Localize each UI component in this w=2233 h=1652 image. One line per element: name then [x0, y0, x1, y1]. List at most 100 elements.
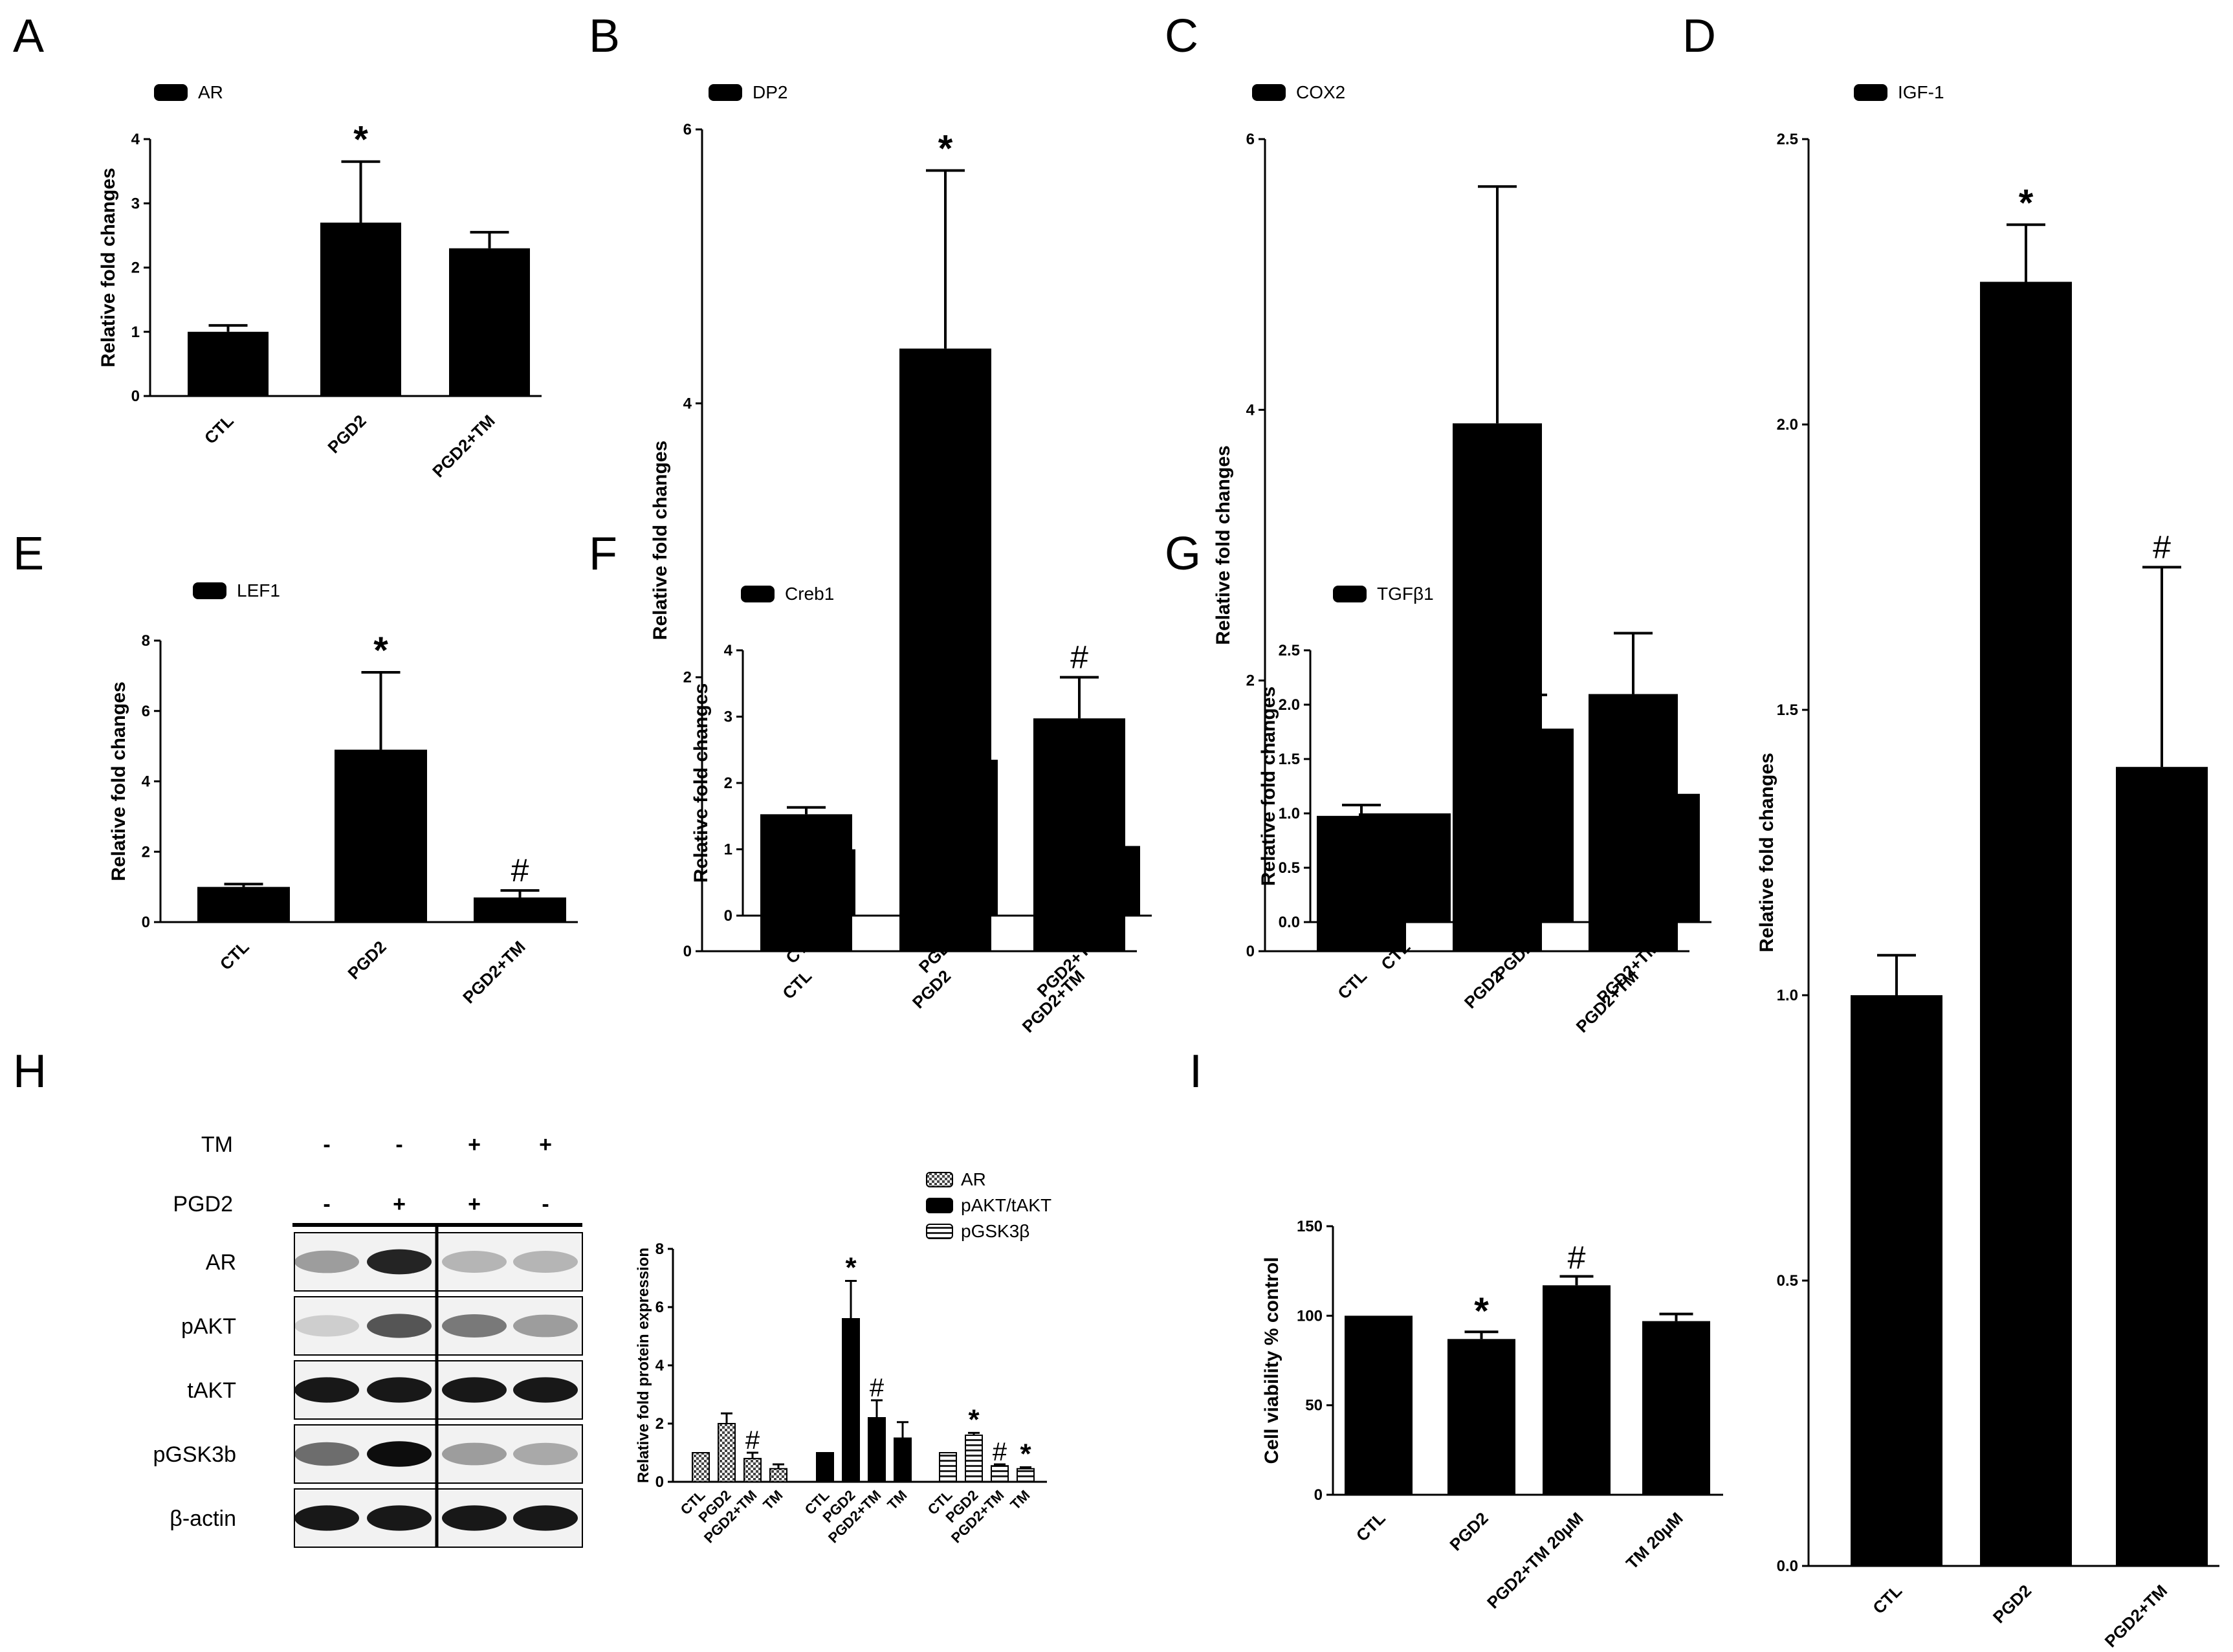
y-tick-label: 0 — [1314, 1486, 1323, 1504]
panel-label: D — [1682, 10, 1716, 62]
y-tick-label: 1.0 — [1777, 987, 1798, 1004]
blot-band — [367, 1441, 432, 1467]
category-label: CTL — [1352, 1508, 1389, 1545]
significance-mark: * — [1020, 1438, 1031, 1470]
panel-a: A AR 0 1 2 3 4 Relative fold changes CTL * PGD2 PGD… — [13, 10, 542, 481]
y-axis-title: Relative fold changes — [1213, 445, 1234, 644]
bar — [692, 1452, 710, 1482]
significance-mark: # — [870, 1374, 885, 1402]
panel-label: A — [13, 10, 44, 62]
legend-label: pGSK3β — [961, 1221, 1029, 1241]
y-axis-title: Relative fold protein expression — [635, 1248, 652, 1483]
bar — [474, 897, 566, 922]
blot-band — [442, 1442, 507, 1466]
y-tick-label: 6 — [1246, 131, 1255, 148]
blot-band — [367, 1314, 432, 1338]
blot-band — [513, 1314, 578, 1338]
y-tick-label: 4 — [142, 773, 151, 791]
blot-band — [442, 1251, 507, 1273]
y-tick-label: 3 — [131, 195, 140, 212]
y-tick-label: 8 — [142, 632, 150, 650]
significance-mark: # — [1568, 1239, 1586, 1275]
bar — [1345, 1316, 1413, 1495]
y-tick-label: 0 — [1246, 943, 1255, 960]
category-label: TM — [884, 1487, 910, 1513]
blot-band — [513, 1377, 578, 1403]
treatment-sign: - — [323, 1132, 330, 1157]
treatment-sign: - — [542, 1192, 549, 1217]
category-label: PGD2 — [1446, 1508, 1491, 1554]
bar — [449, 248, 530, 396]
bar — [868, 1417, 886, 1482]
treatment-sign: + — [539, 1132, 552, 1157]
y-tick-label: 0 — [724, 907, 732, 925]
y-axis-title: Relative fold changes — [690, 683, 712, 883]
y-tick-label: 1.0 — [1279, 805, 1300, 822]
bar — [1543, 1285, 1611, 1495]
band-label: pGSK3b — [153, 1442, 236, 1467]
legend-swatch — [741, 586, 775, 602]
y-axis-title: Relative fold changes — [98, 168, 119, 367]
bar — [197, 887, 290, 922]
significance-mark: * — [1521, 652, 1535, 694]
bar — [965, 1435, 983, 1482]
significance-mark: * — [938, 128, 953, 170]
category-label: PGD2 — [344, 937, 390, 983]
category-label: PGD2 — [1989, 1581, 2035, 1627]
legend-label: IGF-1 — [1898, 82, 1944, 102]
legend-swatch — [926, 1224, 953, 1239]
y-axis-title: Cell viability % control — [1261, 1257, 1282, 1464]
y-tick-label: 2 — [131, 259, 140, 277]
category-label: CTL — [201, 411, 237, 448]
legend-swatch — [926, 1198, 953, 1213]
y-tick-label: 4 — [655, 1357, 665, 1374]
bar — [1447, 1339, 1515, 1495]
bar — [1048, 846, 1140, 916]
bar — [894, 1437, 912, 1482]
category-label: CTL — [1869, 1581, 1906, 1618]
category-label: TM — [760, 1487, 786, 1513]
y-axis-title: Relative fold changes — [108, 681, 129, 881]
y-tick-label: 0 — [131, 388, 140, 405]
blot-band — [294, 1505, 359, 1531]
panel-label: C — [1165, 10, 1198, 62]
y-tick-label: 2.5 — [1279, 642, 1300, 659]
blot-band — [513, 1251, 578, 1273]
treatment-label: TM — [201, 1132, 233, 1157]
panel-h-blot: H TM - - + + PGD2 - + + - AR pAKT tAKT pGSK3b β-actin — [13, 1046, 583, 1548]
significance-mark: * — [2019, 182, 2034, 224]
legend-label: COX2 — [1296, 82, 1345, 102]
legend-label: pAKT/tAKT — [961, 1195, 1051, 1215]
category-label: PGD2+TM 20μM — [1483, 1508, 1587, 1613]
y-tick-label: 4 — [1246, 401, 1255, 419]
y-tick-label: 1 — [724, 841, 732, 859]
category-label: TM 20μM — [1622, 1508, 1687, 1573]
y-tick-label: 0.5 — [1279, 859, 1300, 877]
blot-band — [513, 1505, 578, 1531]
significance-mark: * — [353, 119, 368, 161]
panel-i: I 0 50 100 150 Cell viability % control CTL * PG… — [1189, 1046, 1723, 1613]
treatment-sign: + — [393, 1192, 406, 1217]
y-tick-label: 4 — [131, 131, 140, 148]
legend-swatch — [154, 84, 188, 101]
bar — [1017, 1468, 1035, 1482]
bar — [335, 749, 427, 922]
y-tick-label: 0.0 — [1777, 1558, 1798, 1575]
legend-swatch — [1252, 84, 1286, 101]
bar — [718, 1423, 736, 1482]
category-label: CTL — [216, 937, 253, 974]
bar — [991, 1465, 1009, 1482]
bar — [1359, 813, 1451, 922]
y-tick-label: 0 — [142, 914, 150, 931]
legend-swatch — [1333, 586, 1367, 602]
significance-mark: # — [2153, 529, 2171, 566]
bar — [1608, 793, 1700, 922]
bar — [906, 760, 998, 916]
y-axis-title: Relative fold changes — [1756, 753, 1777, 952]
y-tick-label: 2.0 — [1279, 696, 1300, 714]
y-tick-label: 6 — [683, 121, 692, 138]
y-tick-label: 2 — [655, 1415, 664, 1433]
legend-label: AR — [198, 82, 223, 102]
band-label: tAKT — [187, 1378, 236, 1403]
